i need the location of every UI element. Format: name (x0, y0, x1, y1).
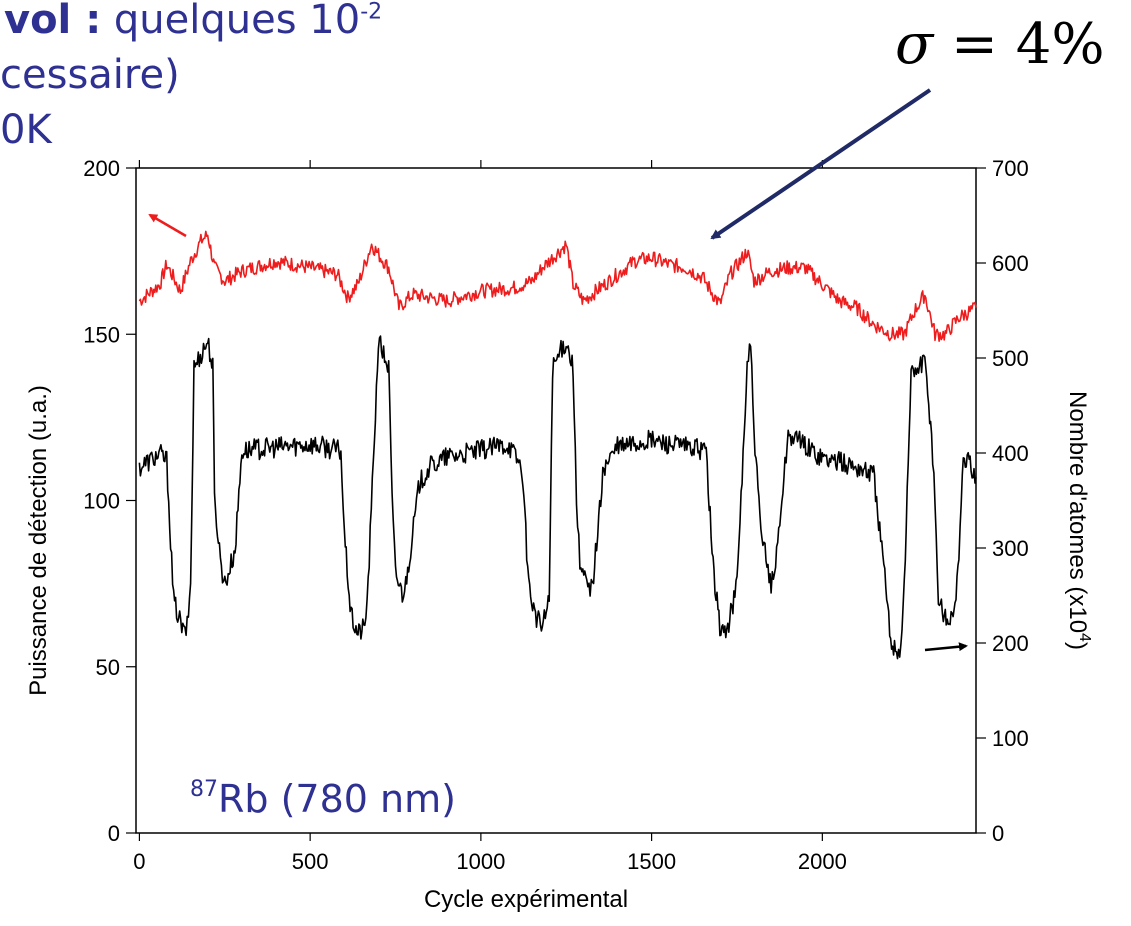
sigma-arrow (710, 88, 932, 240)
annotation-sup: 87 (190, 777, 218, 802)
right-tick-label: 700 (992, 156, 1029, 181)
x-tick-label: 1000 (456, 849, 505, 874)
slide-text-exponent: -2 (360, 0, 383, 25)
y-right-label-close: ) (1064, 642, 1091, 650)
slide-text-rest: quelques 10 (113, 0, 361, 43)
slide-text-bold: vol : (4, 0, 102, 43)
sigma-symbol: σ (895, 12, 934, 77)
left-tick-label: 200 (83, 156, 120, 181)
left-tick-label: 0 (108, 821, 120, 846)
black-axis-arrow (924, 642, 968, 652)
annotation-label: Rb (780 nm) (218, 777, 456, 821)
y-right-label-exponent: 4 (1076, 633, 1093, 642)
x-tick-label: 2000 (798, 849, 847, 874)
left-tick-label: 50 (96, 655, 120, 680)
right-tick-label: 600 (992, 251, 1029, 276)
y-right-label-main: Nombre d'atomes (x10 (1064, 391, 1091, 633)
left-tick-label: 150 (83, 322, 120, 347)
right-tick-label: 400 (992, 441, 1029, 466)
left-tick-label: 100 (83, 489, 120, 514)
slide-text-line-1: vol : quelques 10-2 (4, 0, 382, 40)
x-tick-label: 500 (292, 849, 329, 874)
red-axis-arrow (148, 213, 187, 238)
x-tick-label: 0 (133, 849, 145, 874)
labels-layer: 0 500 1000 1500 2000050100150200010020030040… (25, 156, 1093, 913)
series-red-line (138, 230, 977, 343)
x-axis-label: Cycle expérimental (424, 886, 628, 913)
series-layer (138, 230, 977, 660)
slide-text-line-3: 0K (0, 107, 52, 153)
right-tick-label: 0 (992, 821, 1004, 846)
slide-text-line-2: cessaire) (0, 52, 180, 98)
right-tick-label: 100 (992, 726, 1029, 751)
y-right-axis-label: Nombre d'atomes (x104) (1064, 391, 1093, 650)
sigma-label: σ = 4% (895, 12, 1105, 77)
right-tick-label: 300 (992, 536, 1029, 561)
y-left-axis-label: Puissance de détection (u.a.) (25, 385, 52, 696)
annotation-rb: 87Rb (780 nm) (190, 777, 456, 821)
sigma-value: = 4% (951, 12, 1105, 77)
series-black-line (138, 335, 977, 660)
right-tick-label: 500 (992, 346, 1029, 371)
right-tick-label: 200 (992, 631, 1029, 656)
x-tick-label: 1500 (627, 849, 676, 874)
